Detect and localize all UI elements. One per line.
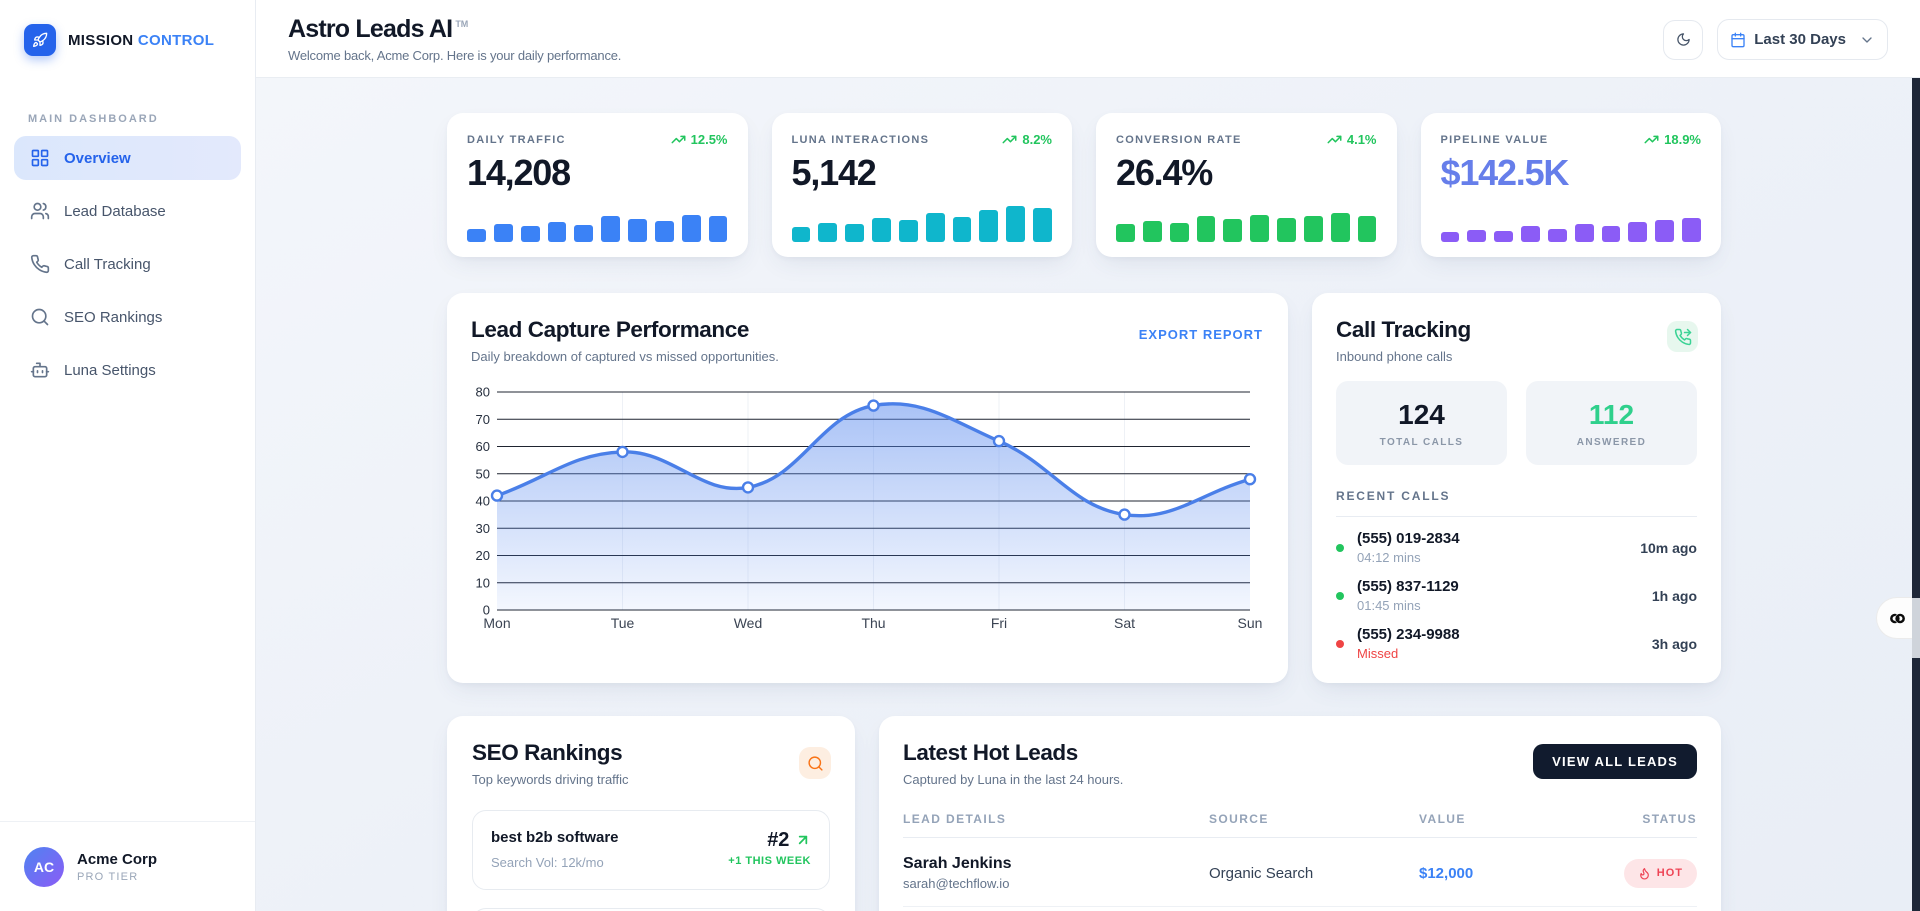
svg-text:50: 50	[476, 466, 490, 481]
svg-text:20: 20	[476, 548, 490, 563]
svg-text:Thu: Thu	[861, 615, 885, 631]
svg-text:80: 80	[476, 385, 490, 400]
svg-text:Sat: Sat	[1114, 615, 1135, 631]
svg-text:Wed: Wed	[734, 615, 763, 631]
svg-text:Fri: Fri	[991, 615, 1007, 631]
svg-text:10: 10	[476, 575, 490, 590]
svg-text:70: 70	[476, 412, 490, 427]
svg-text:Mon: Mon	[483, 615, 510, 631]
svg-text:0: 0	[483, 603, 490, 618]
svg-text:60: 60	[476, 439, 490, 454]
svg-text:40: 40	[476, 494, 490, 509]
svg-text:Sun: Sun	[1238, 615, 1263, 631]
svg-text:Tue: Tue	[611, 615, 635, 631]
svg-text:30: 30	[476, 521, 490, 536]
